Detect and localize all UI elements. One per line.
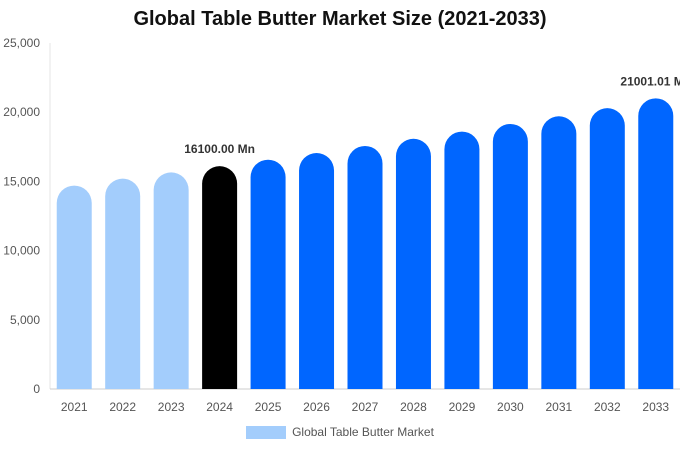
y-tick-label: 10,000 [3, 244, 40, 258]
bar-2027[interactable] [347, 145, 383, 389]
y-tick-label: 15,000 [3, 174, 40, 188]
bar-2031[interactable] [541, 116, 577, 389]
data-label: 21001.01 Mn [620, 74, 680, 88]
legend-swatch [246, 425, 287, 439]
y-tick-label: 0 [33, 382, 40, 396]
x-tick-label: 2028 [400, 400, 427, 414]
bar-2021[interactable] [56, 185, 92, 389]
x-tick-label: 2030 [497, 400, 524, 414]
legend-label: Global Table Butter Market [292, 425, 434, 439]
bar-2028[interactable] [395, 138, 431, 389]
bar-2024[interactable] [202, 166, 238, 389]
x-tick-label: 2025 [255, 400, 282, 414]
y-tick-label: 5,000 [10, 313, 40, 327]
bar-2023[interactable] [153, 172, 189, 389]
bar-2025[interactable] [250, 159, 286, 389]
x-tick-label: 2027 [352, 400, 379, 414]
x-tick-label: 2023 [158, 400, 185, 414]
bar-2030[interactable] [492, 123, 528, 390]
x-tick-label: 2032 [594, 400, 621, 414]
chart-title: Global Table Butter Market Size (2021-20… [133, 8, 547, 30]
bar-2029[interactable] [444, 131, 480, 390]
y-tick-label: 25,000 [3, 36, 40, 50]
legend[interactable]: Global Table Butter Market [0, 425, 680, 439]
x-tick-label: 2024 [206, 400, 233, 414]
bar-2033[interactable] [638, 98, 674, 390]
x-tick-label: 2031 [545, 400, 572, 414]
bar-2032[interactable] [589, 108, 625, 389]
x-tick-label: 2033 [642, 400, 669, 414]
bar-2026[interactable] [299, 153, 335, 389]
x-tick-label: 2022 [109, 400, 136, 414]
y-tick-label: 20,000 [3, 105, 40, 119]
x-tick-label: 2021 [61, 400, 88, 414]
bar-2022[interactable] [105, 178, 141, 389]
data-label: 16100.00 Mn [184, 142, 255, 156]
x-tick-label: 2026 [303, 400, 330, 414]
x-tick-label: 2029 [449, 400, 476, 414]
